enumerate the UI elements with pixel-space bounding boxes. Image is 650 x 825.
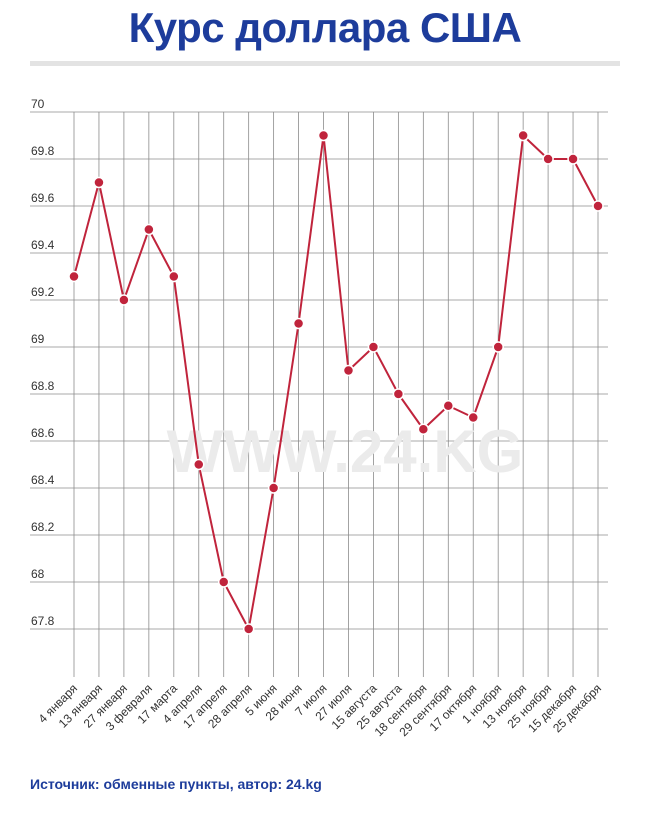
grid	[30, 111, 608, 677]
y-tick-label: 68.2	[31, 520, 55, 534]
y-tick-label: 68.4	[31, 473, 55, 487]
y-axis-ticks: 70 69.8 69.6 69.4 69.2 69 68.8 68.6 68.4 68.2 68 67…	[31, 97, 55, 628]
y-tick-label: 70	[31, 97, 45, 111]
data-point	[118, 294, 130, 306]
title-divider	[30, 61, 620, 66]
data-point	[592, 200, 604, 212]
page-title: Курс доллара США	[128, 4, 522, 51]
data-point	[342, 364, 355, 377]
data-point	[68, 270, 80, 283]
data-point	[143, 223, 155, 236]
data-point	[567, 153, 579, 165]
y-tick-label: 69.8	[31, 144, 55, 158]
data-point	[417, 423, 430, 435]
data-point	[267, 482, 280, 494]
y-tick-label: 69.6	[31, 191, 55, 205]
data-point	[517, 129, 529, 142]
y-tick-label: 67.8	[31, 614, 55, 628]
y-tick-label: 69.4	[31, 238, 55, 252]
data-point	[193, 458, 205, 471]
y-tick-label: 68.8	[31, 379, 55, 393]
data-point	[492, 341, 504, 353]
data-point	[93, 176, 105, 189]
series-line	[73, 134, 599, 630]
data-point	[542, 153, 554, 165]
data-point	[442, 400, 455, 412]
data-point	[392, 388, 405, 400]
series-usd-rate	[68, 129, 604, 635]
data-point	[168, 270, 180, 283]
y-tick-label: 68	[31, 567, 45, 581]
data-point	[292, 317, 305, 330]
data-point	[467, 411, 479, 424]
y-tick-label: 68.6	[31, 426, 55, 440]
data-point	[217, 576, 230, 588]
data-point	[242, 623, 255, 635]
y-tick-label: 69	[31, 332, 45, 346]
data-point	[367, 341, 380, 353]
watermark: WWW.24.KG	[167, 418, 524, 485]
data-point	[317, 129, 330, 142]
source-note: Источник: обменные пункты, автор: 24.kg	[30, 776, 322, 792]
y-tick-label: 69.2	[31, 285, 55, 299]
